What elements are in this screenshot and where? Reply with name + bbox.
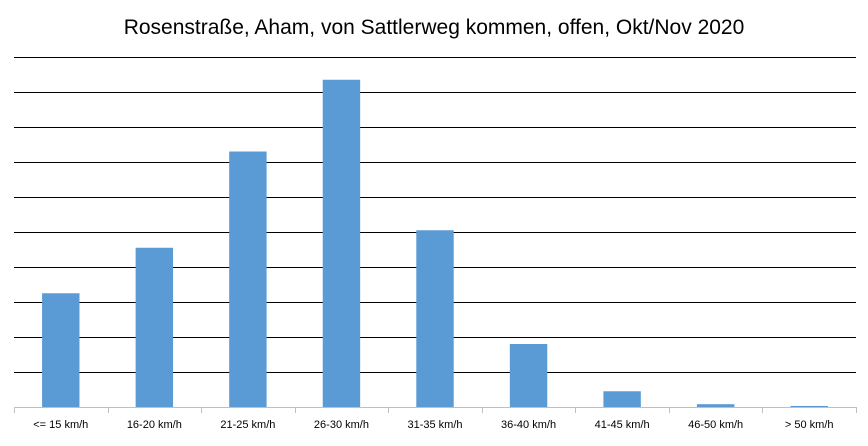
bar <box>416 230 454 407</box>
x-axis: <= 15 km/h 16-20 km/h 21-25 km/h 26-30 km/h… <box>14 407 857 431</box>
bar <box>135 247 174 407</box>
bar <box>790 405 828 407</box>
bar <box>603 391 641 407</box>
bars <box>42 79 828 407</box>
chart-title: Rosenstraße, Aham, von Sattlerweg kommen… <box>123 16 745 39</box>
x-tick-label: 21-25 km/h <box>220 419 275 431</box>
x-tick-label: 16-20 km/h <box>127 419 182 431</box>
x-tick-label: 41-45 km/h <box>595 419 650 431</box>
bar <box>696 404 735 407</box>
bar <box>509 344 548 407</box>
bar <box>42 293 80 407</box>
x-tick-label: 46-50 km/h <box>688 419 743 431</box>
x-tick-label: <= 15 km/h <box>33 419 88 431</box>
x-tick-label: 31-35 km/h <box>407 419 462 431</box>
x-tick-label: > 50 km/h <box>785 419 834 431</box>
bar <box>322 79 361 407</box>
x-tick-label: 26-30 km/h <box>314 419 369 431</box>
bar <box>229 151 267 407</box>
x-tick-label: 36-40 km/h <box>501 419 556 431</box>
